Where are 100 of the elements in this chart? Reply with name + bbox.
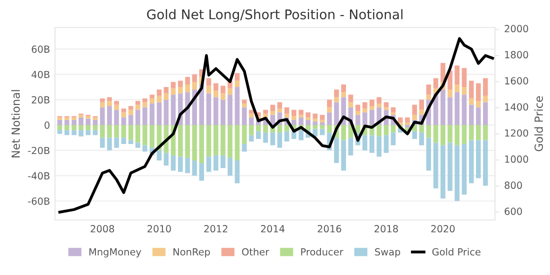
- bar: [483, 102, 488, 126]
- bar: [92, 130, 98, 136]
- bar: [57, 120, 62, 126]
- bar: [150, 125, 154, 148]
- bar: [341, 92, 346, 98]
- bar: [142, 98, 148, 102]
- bar: [185, 84, 190, 92]
- bar: [164, 152, 169, 166]
- y-axis-title: Net Notional: [11, 90, 20, 158]
- bar: [206, 78, 212, 86]
- bar: [64, 120, 70, 126]
- bar: [448, 142, 452, 191]
- bar: [64, 117, 70, 120]
- bar: [214, 125, 218, 156]
- y-tick-label: 0: [44, 121, 50, 129]
- bar: [92, 125, 98, 130]
- bar: [142, 125, 148, 146]
- bar: [248, 117, 254, 126]
- bar: [306, 117, 310, 120]
- bar: [454, 84, 460, 92]
- bar: [341, 140, 346, 171]
- bar: [292, 131, 296, 139]
- bar: [220, 100, 226, 126]
- bar: [128, 125, 134, 140]
- bar: [178, 87, 183, 94]
- bar: [448, 125, 452, 143]
- bar: [468, 80, 474, 98]
- bar: [298, 117, 304, 126]
- y-tick-label: -60B: [28, 197, 50, 205]
- bar: [440, 90, 446, 126]
- bar: [370, 106, 374, 110]
- bar: [256, 131, 261, 139]
- bar: [468, 125, 474, 140]
- bar: [384, 107, 389, 110]
- bar: [156, 90, 162, 96]
- bar: [185, 125, 190, 158]
- bar: [135, 110, 140, 126]
- legend-label: Producer: [301, 248, 344, 256]
- bar: [228, 94, 232, 126]
- bar: [405, 117, 410, 122]
- bar: [220, 93, 226, 100]
- bar: [214, 155, 218, 171]
- y-tick-label: -40B: [28, 172, 50, 180]
- bar: [355, 114, 360, 126]
- bar: [57, 117, 62, 120]
- bar: [454, 145, 460, 202]
- bar: [199, 125, 204, 164]
- y-tick-label: 60B: [32, 46, 50, 53]
- bar: [242, 125, 247, 144]
- bar: [348, 94, 354, 102]
- bar: [242, 103, 247, 108]
- bar: [327, 107, 332, 112]
- bar: [468, 104, 474, 126]
- bar: [78, 125, 84, 130]
- x-tick-label: 2008: [90, 225, 114, 232]
- bar: [100, 138, 105, 148]
- bar: [64, 125, 70, 130]
- bar: [72, 130, 76, 136]
- bar: [121, 125, 126, 138]
- bar: [178, 125, 183, 157]
- bar: [462, 68, 467, 88]
- bar: [206, 86, 212, 94]
- bar: [248, 125, 254, 136]
- bar: [362, 102, 368, 109]
- bar: [107, 138, 112, 150]
- bar: [298, 130, 304, 140]
- bar: [178, 80, 183, 88]
- bar: [170, 94, 176, 126]
- bar: [114, 104, 119, 110]
- bar: [298, 114, 304, 118]
- bar: [348, 138, 354, 156]
- bar: [462, 87, 467, 95]
- bar: [433, 142, 438, 188]
- bar: [214, 90, 218, 98]
- bar: [107, 106, 112, 126]
- bar: [483, 78, 488, 96]
- y2-tick-label: 1600: [505, 77, 528, 84]
- y2-axis-title: Gold Price: [534, 96, 543, 152]
- bar: [263, 114, 268, 118]
- bar: [433, 78, 438, 88]
- bar: [270, 132, 276, 146]
- bar: [327, 112, 332, 126]
- bar: [412, 104, 417, 115]
- bar: [327, 100, 332, 108]
- bar: [121, 117, 126, 126]
- bar: [234, 87, 240, 126]
- bar: [320, 125, 325, 129]
- chart-title: Gold Net Long/Short Position - Notional: [147, 9, 402, 22]
- bar: [214, 83, 218, 91]
- bar: [426, 125, 432, 138]
- bar: [312, 125, 318, 129]
- x-tick-label: 2014: [261, 225, 285, 232]
- bar: [476, 83, 481, 101]
- bar: [234, 80, 240, 88]
- bar: [86, 118, 91, 126]
- bar: [100, 125, 105, 138]
- bar: [284, 114, 290, 118]
- bar: [419, 125, 424, 133]
- bar: [462, 125, 467, 144]
- bar: [341, 84, 346, 92]
